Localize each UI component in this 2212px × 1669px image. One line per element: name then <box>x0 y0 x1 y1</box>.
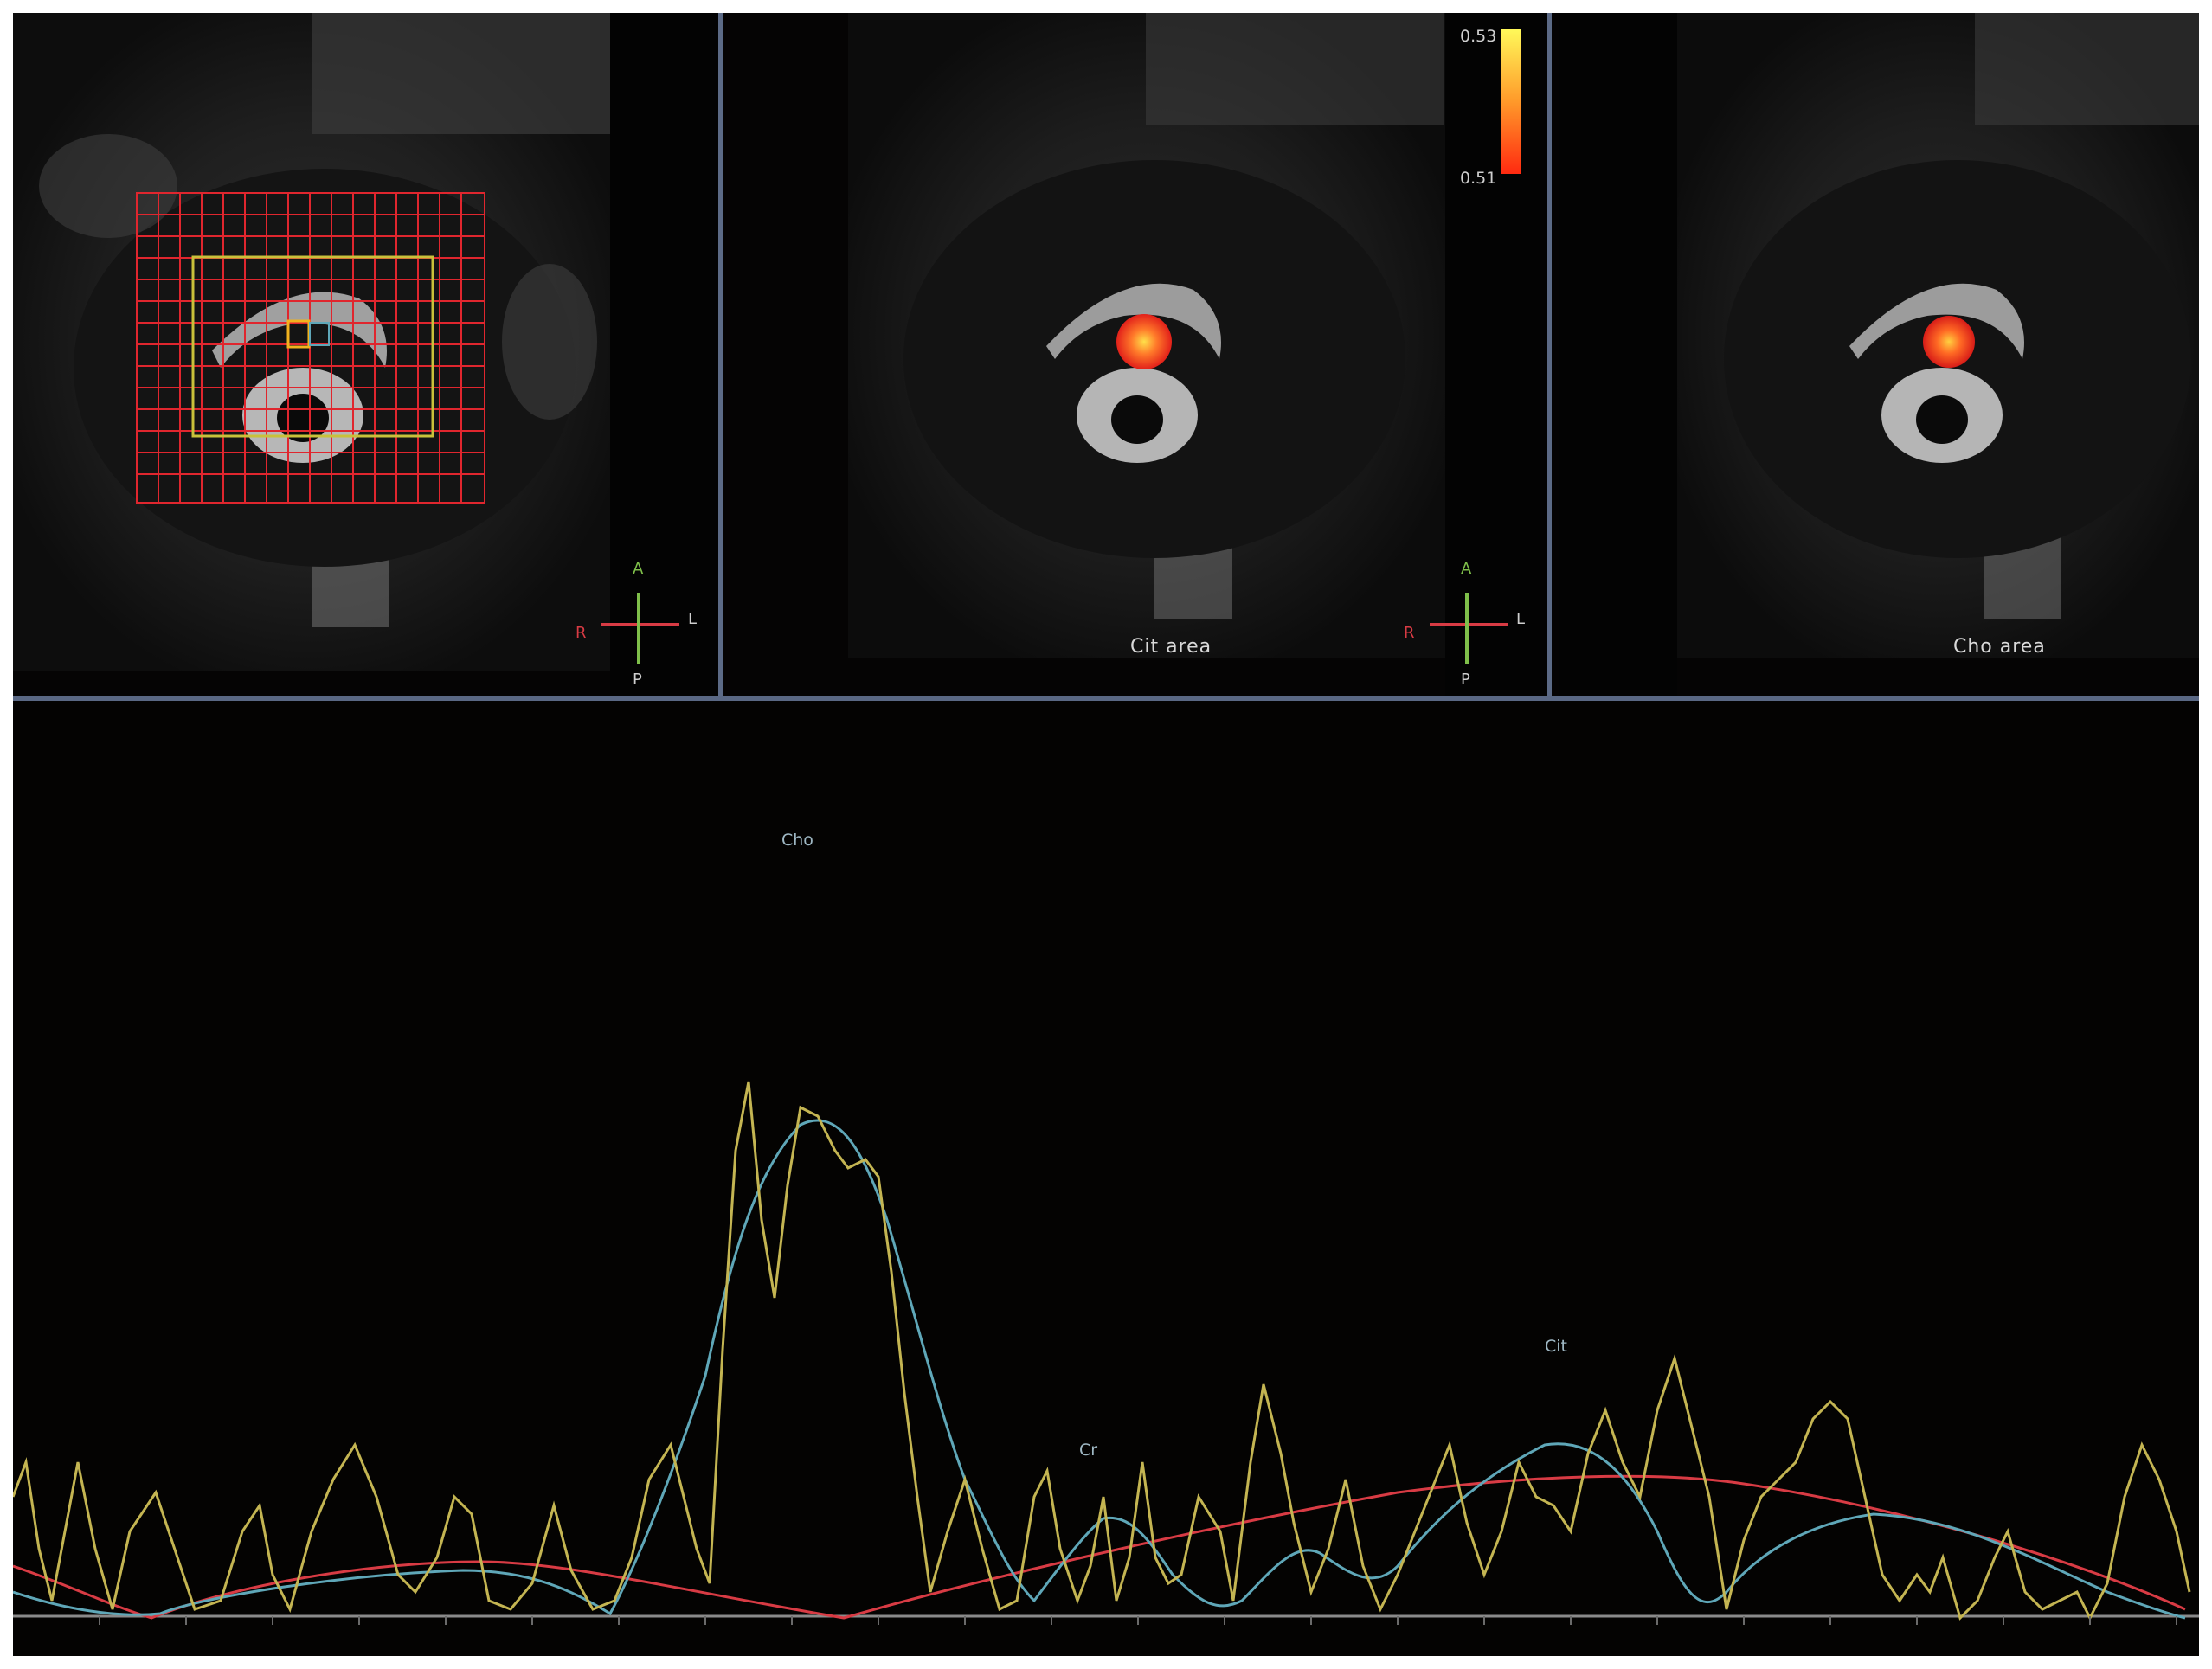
cho-map-image <box>1559 13 2199 698</box>
cit-peak-label: Cit <box>1545 1337 1567 1356</box>
raw-spectrum-curve <box>13 1081 2191 1621</box>
posterior-label: P <box>1461 671 1470 689</box>
left-label: L <box>1516 610 1526 628</box>
cit-area-label: Cit area <box>1130 636 1212 658</box>
orientation-cross <box>601 593 679 664</box>
cho-peak-label: Cho <box>781 831 813 850</box>
left-label: L <box>688 610 698 628</box>
viewport-divider[interactable] <box>718 13 723 698</box>
spectrum-plot <box>13 1081 2199 1625</box>
colorbar-min-label: 0.51 <box>1460 169 1497 188</box>
fitted-spectrum-curve <box>13 1119 2186 1620</box>
right-label: R <box>576 624 587 642</box>
spectrum-panel[interactable]: Cho Cr Cit <box>13 701 2199 1656</box>
cit-map-image <box>848 13 1547 698</box>
viewport-divider[interactable] <box>1547 13 1552 698</box>
right-label: R <box>1404 624 1415 642</box>
anterior-label: A <box>1461 560 1472 578</box>
reference-voxel-marker[interactable] <box>309 322 330 346</box>
localizer-grid-viewport[interactable]: A P R L <box>13 13 718 698</box>
cho-area-viewport[interactable]: Cho area <box>1559 13 2199 698</box>
cit-hotspot[interactable] <box>1116 314 1172 369</box>
colorbar-max-label: 0.53 <box>1460 27 1497 46</box>
cho-hotspot[interactable] <box>1923 316 1975 368</box>
axial-mr-image <box>13 13 718 698</box>
panel-divider[interactable] <box>13 696 2199 701</box>
axis-ticks <box>99 1616 2177 1625</box>
cit-area-viewport[interactable]: 0.53 0.51 Cit area A P R L <box>730 13 1547 698</box>
orientation-cross <box>1430 593 1508 664</box>
mrs-workstation-screen: A P R L <box>13 13 2199 1656</box>
voi-box[interactable] <box>191 255 434 438</box>
csi-grid-overlay <box>136 192 485 504</box>
baseline-curve <box>13 1474 2186 1620</box>
image-viewer-row: A P R L <box>13 13 2199 701</box>
colorbar <box>1501 29 1521 174</box>
posterior-label: P <box>633 671 642 689</box>
cho-area-label: Cho area <box>1953 636 2046 658</box>
cr-peak-label: Cr <box>1079 1441 1098 1460</box>
anterior-label: A <box>633 560 644 578</box>
